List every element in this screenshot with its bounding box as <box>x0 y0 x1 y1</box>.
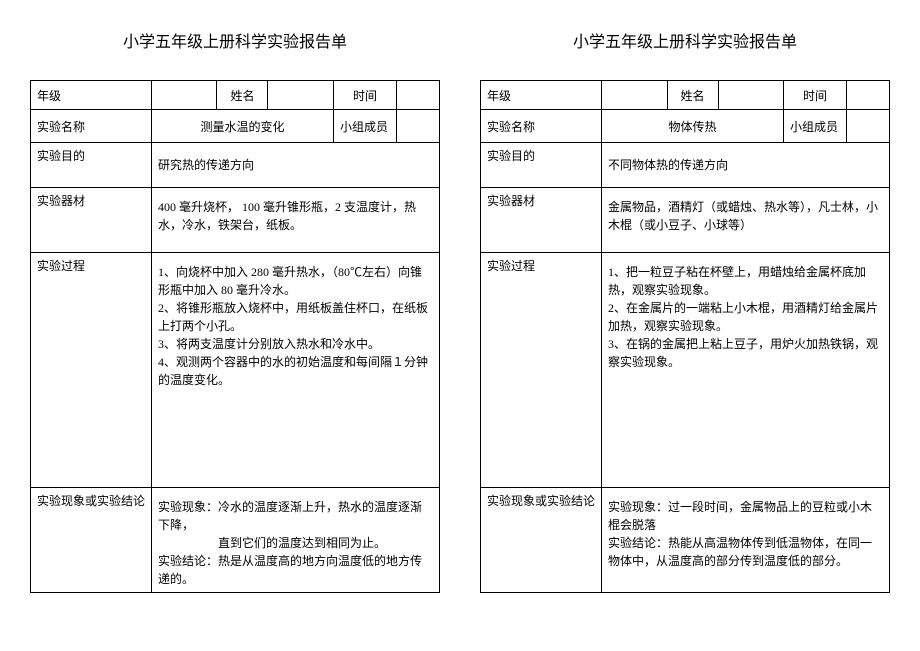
purpose-label: 实验目的 <box>31 143 152 188</box>
name-value <box>268 81 334 110</box>
purpose-label: 实验目的 <box>481 143 602 188</box>
grade-label: 年级 <box>481 81 602 110</box>
time-value <box>397 81 440 110</box>
result-value: 实验现象：冷水的温度逐渐上升，热水的温度逐渐下降， 直到它们的温度达到相同为止。… <box>152 488 440 593</box>
group-value <box>847 110 890 143</box>
equip-label: 实验器材 <box>481 188 602 253</box>
group-label: 小组成员 <box>784 110 847 143</box>
expname-value: 物体传热 <box>602 110 784 143</box>
result-value: 实验现象：过一段时间，金属物品上的豆粒或小木棍会脱落实验结论：热能从高温物体传到… <box>602 488 890 593</box>
report-title: 小学五年级上册科学实验报告单 <box>30 20 440 52</box>
report-table: 年级 姓名 时间 实验名称 测量水温的变化 小组成员 实验目的 研究热的传递方向… <box>30 80 440 593</box>
report-table: 年级 姓名 时间 实验名称 物体传热 小组成员 实验目的 不同物体热的传递方向 … <box>480 80 890 593</box>
process-value: 1、向烧杯中加入 280 毫升热水，（80℃左右）向锥形瓶中加入 80 毫升冷水… <box>152 253 440 488</box>
grade-value <box>152 81 217 110</box>
report-left: 小学五年级上册科学实验报告单 年级 姓名 时间 实验名称 测量水温的变化 小组成… <box>30 20 440 593</box>
grade-label: 年级 <box>31 81 152 110</box>
report-title: 小学五年级上册科学实验报告单 <box>480 20 890 52</box>
name-label: 姓名 <box>667 81 718 110</box>
equip-value: 400 毫升烧杯， 100 毫升锥形瓶，2 支温度计，热水，冷水，铁架台，纸板。 <box>152 188 440 253</box>
purpose-value: 研究热的传递方向 <box>152 143 440 188</box>
process-label: 实验过程 <box>481 253 602 488</box>
process-value: 1、把一粒豆子粘在杯壁上，用蜡烛给金属杯底加热，观察实验现象。2、在金属片的一端… <box>602 253 890 488</box>
time-label: 时间 <box>334 81 397 110</box>
equip-value: 金属物品，酒精灯（或蜡烛、热水等），凡士林，小木棍（或小豆子、小球等） <box>602 188 890 253</box>
expname-value: 测量水温的变化 <box>152 110 334 143</box>
expname-label: 实验名称 <box>481 110 602 143</box>
report-right: 小学五年级上册科学实验报告单 年级 姓名 时间 实验名称 物体传热 小组成员 实… <box>480 20 890 593</box>
group-label: 小组成员 <box>334 110 397 143</box>
time-label: 时间 <box>784 81 847 110</box>
grade-value <box>602 81 667 110</box>
name-label: 姓名 <box>217 81 268 110</box>
process-label: 实验过程 <box>31 253 152 488</box>
expname-label: 实验名称 <box>31 110 152 143</box>
group-value <box>397 110 440 143</box>
name-value <box>718 81 784 110</box>
equip-label: 实验器材 <box>31 188 152 253</box>
result-label: 实验现象或实验结论 <box>31 488 152 593</box>
result-label: 实验现象或实验结论 <box>481 488 602 593</box>
purpose-value: 不同物体热的传递方向 <box>602 143 890 188</box>
time-value <box>847 81 890 110</box>
